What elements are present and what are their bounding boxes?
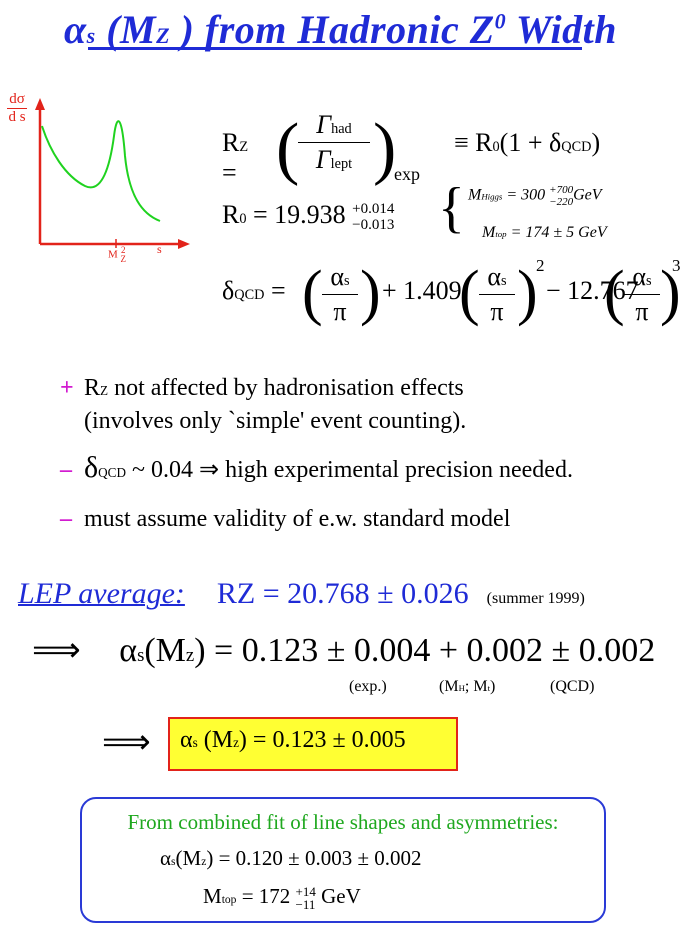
dqcd-coef2: + 1.409 (382, 276, 462, 305)
eq-r0-errors: +0.014 −0.013 (352, 201, 395, 234)
fit-heading: From combined fit of line shapes and asy… (127, 810, 559, 834)
fit-mtop: Mtop = 172 +14 −11 GeV (203, 884, 361, 913)
eq-rz-frac-bar (298, 142, 370, 143)
dqcd-frac-3: αs π (624, 262, 660, 327)
sketch-mz-sub: Z (120, 254, 127, 264)
dqcd-frac-1: αs π (322, 262, 358, 327)
eq-rz-fraction: Γhad Γlept (298, 110, 370, 175)
lep-average-line: LEP average: RZ = 20.768 ± 0.026 (summer… (18, 577, 585, 610)
bullet-2-mark: – (60, 457, 72, 483)
eq-r0-value: = 19.938 (253, 200, 346, 229)
sketch-y-label-bar (7, 108, 27, 109)
lep-value: = 20.768 ± 0.026 (255, 577, 469, 610)
sketch-y-label-top: dσ (9, 91, 25, 107)
eq-rz-exp: exp (394, 164, 420, 184)
title-underline (88, 47, 582, 50)
eq-r0: R0 = 19.938 +0.014 −0.013 (222, 200, 395, 234)
eq-rz-lhs: R (222, 128, 240, 157)
sketch-y-label-bottom: d s (8, 109, 26, 125)
title-rest: (M (95, 7, 157, 52)
param-top: Mtop = 174 ± 5 GeV (482, 224, 607, 241)
title-sup: 0 (494, 8, 507, 34)
dqcd-coef3: − 12.767 (546, 276, 639, 305)
fit-mtop-errors: +14 −11 (295, 884, 316, 913)
result-box (168, 717, 458, 771)
alpha-line-value: = 0.123 ± 0.004 + 0.002 ± 0.002 (214, 632, 656, 669)
param-higgs-errors: +700 −220 (549, 184, 574, 208)
eq-rz-num: Γhad (316, 110, 352, 139)
alpha-line: ⟹ αs(Mz) = 0.123 ± 0.004 + 0.002 ± 0.002 (32, 632, 656, 669)
result-equation: αs (Mz) = 0.123 ± 0.005 (180, 727, 406, 753)
dqcd-pow3: 3 (672, 256, 681, 275)
lineshape-curve (41, 120, 161, 222)
label-qcd: (QCD) (550, 678, 595, 695)
label-mh-mt: (MH; Mt) (439, 678, 496, 695)
title-rest-2: ) from Hadronic Z (170, 7, 495, 52)
eq-rz-lhs-sub: Z (239, 139, 249, 155)
params-brace: { (438, 177, 465, 239)
title-sub-s: s (86, 23, 96, 48)
fit-alpha: αs(Mz) = 0.120 ± 0.003 ± 0.002 (160, 846, 422, 870)
bullet-1: + RZ not affected by hadronisation effect… (60, 373, 670, 437)
sketch-x-arrow (178, 239, 190, 249)
page-title: αs (MZ ) from Hadronic Z0 Width (0, 6, 681, 53)
combined-fit-box (80, 797, 606, 923)
eq-rz-paren-close: ) (373, 110, 397, 187)
implies-arrow-2: ⟹ (102, 724, 151, 761)
sketch-y-arrow (35, 98, 45, 110)
sketch-y-label: dσ d s (4, 92, 30, 125)
bullet-1-line2: (involves only `simple' event counting). (84, 408, 467, 434)
title-sub-z: Z (156, 23, 171, 48)
eq-dqcd: δQCD = ( αs π ) + 1.409 ( αs π ) 2 − 12.76… (222, 256, 681, 327)
dqcd-frac-2: αs π (479, 262, 515, 327)
eq-rz-den: Γlept (315, 145, 353, 174)
lep-label: LEP average: (18, 577, 185, 610)
bullet-3-mark: – (60, 506, 72, 532)
title-alpha: α (64, 7, 87, 52)
label-exp: (exp.) (349, 678, 387, 695)
lep-note: (summer 1999) (486, 590, 585, 607)
sketch-mz-sup: 2 (121, 245, 126, 255)
bullet-2: – δQCD ~ 0.04 ⇒ high experimental precisi… (60, 451, 573, 484)
sketch-mz-m: M (108, 248, 118, 261)
eq-rz-equals: = (222, 158, 237, 187)
sketch-x-axis-label: s (157, 242, 162, 256)
dqcd-pow2: 2 (536, 256, 545, 275)
lineshape-sketch (35, 98, 190, 249)
implies-arrow-1: ⟹ (32, 632, 81, 669)
bullet-1-mark: + (60, 375, 74, 401)
bullet-3: – must assume validity of e.w. standard m… (60, 504, 510, 535)
title-width: Width (506, 7, 617, 52)
param-higgs: MHiggs = 300 +700 −220GeV (468, 184, 602, 208)
eq-rz-paren-open: ( (276, 110, 300, 187)
eq-rz-rhs: ≡ R0(1 + δQCD) (454, 128, 601, 157)
